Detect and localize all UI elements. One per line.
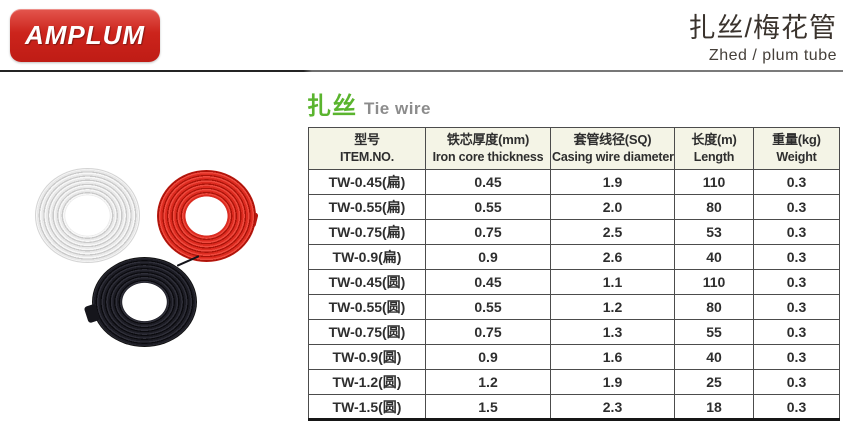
table-cell: TW-0.75(扁) [308, 219, 426, 245]
spec-table: 型号 ITEM.NO. 铁芯厚度(mm) Iron core thickness 套管线… [308, 127, 840, 421]
table-cell: 0.3 [753, 344, 840, 370]
table-cell: 0.3 [753, 269, 840, 295]
table-cell: 1.2 [550, 294, 675, 320]
table-row: TW-0.45(扁) 0.45 1.9 110 0.3 [308, 169, 840, 195]
table-cell: 0.3 [753, 319, 840, 345]
table-cell: TW-0.55(扁) [308, 194, 426, 220]
column-header: 套管线径(SQ) Casing wire diameter [550, 127, 675, 170]
table-row: TW-0.9(圆) 0.9 1.6 40 0.3 [308, 344, 840, 370]
table-cell: 110 [674, 269, 754, 295]
product-photo [0, 140, 300, 428]
table-row: TW-1.2(圆) 1.2 1.9 25 0.3 [308, 369, 840, 395]
table-cell: TW-0.9(圆) [308, 344, 426, 370]
table-cell: 0.45 [425, 269, 551, 295]
table-row: TW-0.75(扁) 0.75 2.5 53 0.3 [308, 219, 840, 245]
page-title-en: Zhed / plum tube [708, 47, 837, 65]
table-cell: 0.3 [753, 394, 840, 420]
table-cell: 1.2 [425, 369, 551, 395]
column-header: 型号 ITEM.NO. [308, 127, 426, 170]
table-cell: 2.0 [550, 194, 675, 220]
table-cell: 1.5 [425, 394, 551, 420]
table-cell: 0.9 [425, 244, 551, 270]
table-cell: 0.75 [425, 319, 551, 345]
header-divider [0, 70, 843, 72]
table-cell: 1.9 [550, 369, 675, 395]
table-cell: 0.9 [425, 344, 551, 370]
table-cell: 0.3 [753, 194, 840, 220]
table-cell: TW-0.45(扁) [308, 169, 426, 195]
table-cell: 2.5 [550, 219, 675, 245]
table-cell: 40 [674, 244, 754, 270]
table-cell: 1.3 [550, 319, 675, 345]
table-cell: 18 [674, 394, 754, 420]
table-cell: 0.3 [753, 169, 840, 195]
table-row: TW-0.55(扁) 0.55 2.0 80 0.3 [308, 194, 840, 220]
table-cell: 1.1 [550, 269, 675, 295]
table-cell: TW-0.9(扁) [308, 244, 426, 270]
table-cell: 80 [674, 294, 754, 320]
black-wire-coil [92, 257, 197, 347]
table-cell: 25 [674, 369, 754, 395]
table-cell: 80 [674, 194, 754, 220]
column-header: 铁芯厚度(mm) Iron core thickness [425, 127, 551, 170]
amplum-logo: AMPLUM [10, 9, 160, 62]
section-title-en: Tie wire [364, 99, 431, 118]
table-cell: 0.45 [425, 169, 551, 195]
table-row: TW-0.45(圆) 0.45 1.1 110 0.3 [308, 269, 840, 295]
table-row: TW-0.75(圆) 0.75 1.3 55 0.3 [308, 319, 840, 345]
page-title-zh: 扎丝/梅花管 [688, 13, 837, 43]
table-cell: 2.6 [550, 244, 675, 270]
table-cell: 0.3 [753, 219, 840, 245]
table-cell: 0.55 [425, 294, 551, 320]
page-title: 扎丝/梅花管 Zhed / plum tube [688, 12, 837, 66]
table-header-row: 型号 ITEM.NO. 铁芯厚度(mm) Iron core thickness 套管线… [308, 127, 840, 170]
column-header: 重量(kg) Weight [753, 127, 840, 170]
column-header: 长度(m) Length [674, 127, 754, 170]
spec-table-container: 型号 ITEM.NO. 铁芯厚度(mm) Iron core thickness 套管线… [308, 127, 840, 421]
table-cell: 53 [674, 219, 754, 245]
table-cell: 0.3 [753, 369, 840, 395]
table-row: TW-0.55(圆) 0.55 1.2 80 0.3 [308, 294, 840, 320]
table-row: TW-1.5(圆) 1.5 2.3 18 0.3 [308, 394, 840, 420]
section-title: 扎丝 Tie wire [307, 86, 431, 121]
table-cell: 110 [674, 169, 754, 195]
table-cell: 1.9 [550, 169, 675, 195]
table-cell: TW-0.75(圆) [308, 319, 426, 345]
table-cell: 2.3 [550, 394, 675, 420]
table-cell: TW-0.55(圆) [308, 294, 426, 320]
table-cell: 1.6 [550, 344, 675, 370]
section-title-zh: 扎丝 [307, 93, 357, 120]
logo-label: AMPLUM [24, 20, 146, 50]
table-cell: 0.55 [425, 194, 551, 220]
table-cell: 0.3 [753, 244, 840, 270]
table-cell: TW-1.2(圆) [308, 369, 426, 395]
table-cell: 0.75 [425, 219, 551, 245]
table-cell: 40 [674, 344, 754, 370]
table-cell: 0.3 [753, 294, 840, 320]
table-cell: TW-0.45(圆) [308, 269, 426, 295]
table-cell: 55 [674, 319, 754, 345]
table-row: TW-0.9(扁) 0.9 2.6 40 0.3 [308, 244, 840, 270]
white-wire-coil [35, 168, 140, 263]
table-cell: TW-1.5(圆) [308, 394, 426, 420]
red-wire-coil [157, 170, 256, 262]
